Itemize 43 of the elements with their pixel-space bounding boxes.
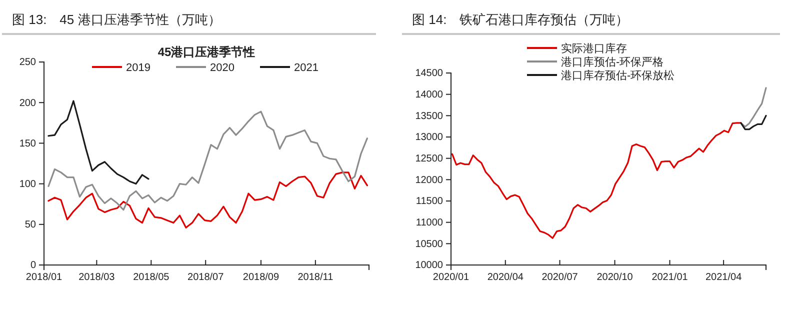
line-series [48,110,368,211]
x-tick-label: 2018/05 [133,272,170,284]
y-tick-label: 12500 [415,154,444,165]
legend-label: 港口库存预估-环保放松 [561,69,675,82]
legend-label: 实际港口库存 [561,42,627,55]
y-tick-label: 13000 [415,132,444,144]
line-series [48,100,150,185]
y-tick-label: 10500 [415,238,444,250]
chart-title: 图 14: 铁矿石港口库存预估（万吨） [412,12,629,27]
x-tick-label: 2018/01 [26,272,63,284]
chart-title: 图 13: 45 港口压港季节性（万吨） [12,12,221,27]
y-tick-label: 50 [24,220,36,231]
x-tick-label: 2018/07 [188,272,224,284]
line-series [48,172,368,228]
y-tick-label: 10000 [415,260,444,272]
y-tick-label: 150 [19,138,36,150]
line-series [740,87,767,128]
x-tick-label: 2020/01 [432,272,470,284]
y-tick-label: 14000 [415,90,444,101]
y-tick-label: 200 [19,98,36,109]
y-tick-label: 13500 [415,110,444,122]
x-tick-label: 2018/11 [298,272,334,284]
legend-label: 2019 [126,62,150,74]
y-tick-label: 100 [19,179,36,190]
y-tick-label: 250 [19,57,36,68]
x-tick-label: 2018/03 [78,272,116,284]
y-tick-label: 14500 [415,68,444,80]
legend-label: 港口库预估-环保严格 [561,56,664,68]
x-tick-label: 2021/01 [652,272,688,284]
y-tick-label: 12000 [415,174,444,186]
x-tick-label: 2020/07 [542,272,578,284]
x-tick-label: 2021/04 [705,272,742,284]
y-tick-label: 11000 [416,218,444,229]
y-tick-label: 11500 [416,196,444,208]
y-tick-label: 0 [30,260,36,272]
x-tick-label: 2020/10 [596,272,634,284]
x-tick-label: 2020/04 [487,272,524,284]
chart-subtitle: 45港口压港季节性 [158,45,256,59]
line-series [740,114,767,130]
line-series [451,122,742,239]
x-tick-label: 2018/09 [242,272,280,284]
legend-label: 2021 [294,62,318,74]
legend-label: 2020 [210,62,234,74]
